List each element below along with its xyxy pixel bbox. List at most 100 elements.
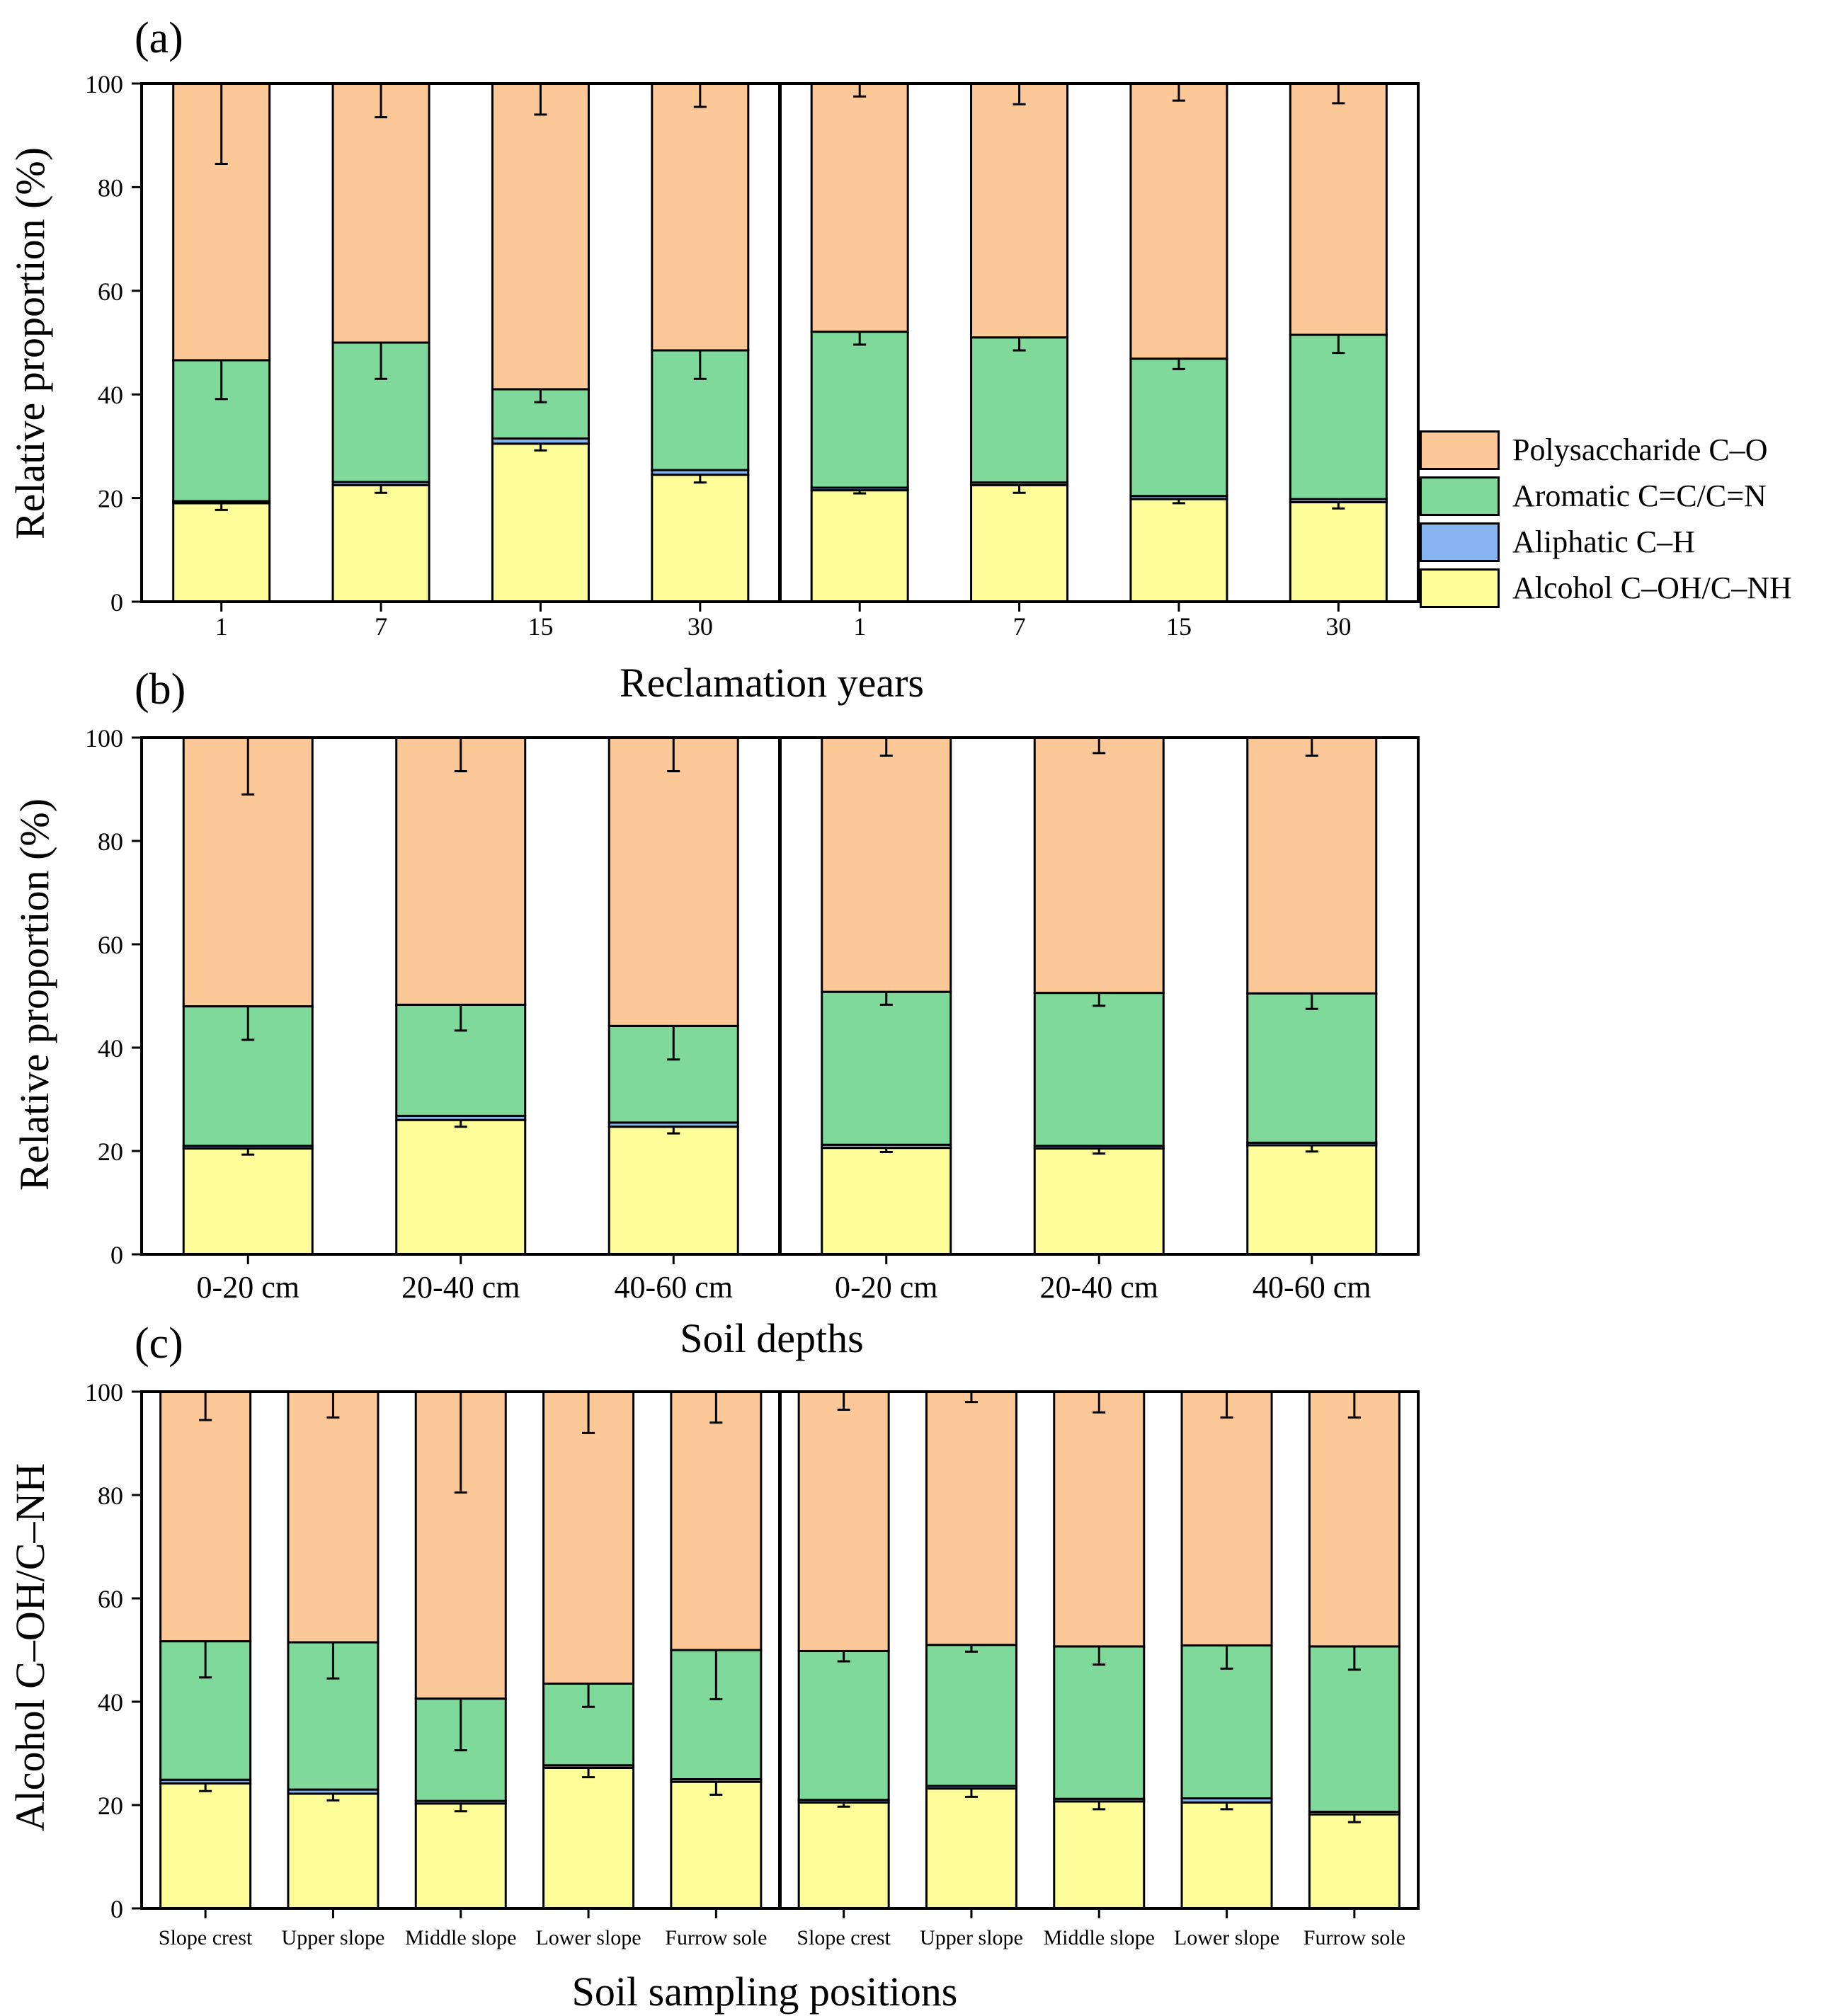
bar-segment: [1053, 1800, 1146, 1910]
y-tick-label: 80: [98, 173, 123, 202]
x-tick-label: 7: [1013, 612, 1026, 641]
bar-segment: [1180, 1801, 1273, 1910]
legend-swatch-aliphatic: [1420, 522, 1500, 562]
bar-segment: [810, 82, 909, 333]
bar-segment: [970, 336, 1069, 484]
x-tick-label: 30: [1325, 612, 1351, 641]
bar-segment: [925, 1390, 1017, 1646]
x-tick-label: 0-20 cm: [835, 1270, 937, 1305]
panel-label-c: (c): [135, 1319, 183, 1368]
x-tick-label: Lower slope: [535, 1926, 641, 1949]
x-tick-label: Middle slope: [405, 1926, 517, 1949]
y-tick-label: 20: [98, 1792, 123, 1820]
panel-a: (a) Relative proportion (%) 0 20 40 60 80 100…: [7, 14, 1420, 706]
y-tick-label: 80: [98, 1482, 123, 1510]
bar-segment: [395, 1118, 527, 1256]
x-tick-label: Lower slope: [1174, 1926, 1279, 1949]
y-tick-label: 80: [98, 827, 123, 856]
x-axis-label-b: Soil depths: [680, 1315, 863, 1361]
bar-segment: [1246, 1144, 1378, 1256]
x-tick-label: 40-60 cm: [1253, 1270, 1371, 1305]
legend-item-aromatic: Aromatic C=C/C=N: [1420, 474, 1837, 518]
x-tick-label: Upper slope: [282, 1926, 385, 1949]
x-tick-label: Middle slope: [1044, 1926, 1156, 1949]
bar-segment: [287, 1792, 380, 1910]
y-axis-label-b: Relative proportion (%): [11, 798, 57, 1191]
x-tick-label: 20-40 cm: [401, 1270, 520, 1305]
y-tick-label: 0: [110, 588, 123, 617]
x-tick-label: Furrow sole: [665, 1926, 767, 1949]
plot-frame: [140, 82, 1420, 603]
x-tick-label: 15: [1166, 612, 1192, 641]
bar-segment: [491, 442, 590, 603]
y-tick-label: 20: [98, 485, 123, 513]
y-tick-label: 40: [98, 381, 123, 409]
bar-segment: [821, 990, 952, 1146]
legend-item-aliphatic: Aliphatic C–H: [1420, 520, 1837, 564]
bar-segment: [1308, 1645, 1401, 1813]
y-tick-label: 40: [98, 1034, 123, 1063]
bar-segment: [159, 1782, 252, 1910]
legend-item-polysaccharide: Polysaccharide C–O: [1420, 428, 1837, 472]
y-tick-label: 20: [98, 1138, 123, 1166]
bar-segment: [1289, 333, 1388, 500]
bar-segment: [1033, 992, 1165, 1147]
bar-segment: [1246, 736, 1378, 995]
legend-swatch-aromatic: [1420, 476, 1500, 516]
x-tick-label: 0-20 cm: [197, 1270, 300, 1305]
bar-segment: [172, 502, 271, 603]
bar-segment: [797, 1390, 890, 1652]
bar-segment: [1129, 82, 1228, 360]
x-axis-label-c: Soil sampling positions: [572, 1969, 958, 2015]
bar-segment: [1180, 1644, 1273, 1800]
bar-segment: [542, 1766, 635, 1910]
x-tick-label: Slope crest: [159, 1926, 253, 1949]
bar-segment: [159, 1390, 252, 1643]
bar-segment: [1180, 1390, 1273, 1646]
x-tick-label: 7: [375, 612, 387, 641]
y-tick-label: 60: [98, 931, 123, 959]
x-tick-label: 20-40 cm: [1040, 1270, 1158, 1305]
bar-segment: [491, 82, 590, 391]
x-tick-label: 40-60 cm: [615, 1270, 733, 1305]
bar-segment: [651, 474, 750, 603]
bar-segment: [670, 1780, 763, 1910]
bar-segment: [1129, 357, 1228, 498]
y-tick-label: 100: [85, 70, 123, 98]
bar-segment: [810, 331, 909, 489]
panel-label-b: (b): [135, 665, 186, 714]
x-tick-label: 1: [215, 612, 228, 641]
y-tick-label: 0: [110, 1895, 123, 1923]
x-tick-label: Furrow sole: [1304, 1926, 1405, 1949]
x-tick-label: 1: [853, 612, 866, 641]
panel-c: (c) Alcohol C–OH/C–NH 0 20 40 60 80 100 Slope …: [7, 1319, 1420, 2015]
legend-label-aromatic: Aromatic C=C/C=N: [1512, 479, 1767, 513]
bar-segment: [414, 1802, 507, 1910]
bar-segment: [797, 1801, 890, 1910]
bar-segment: [1053, 1645, 1146, 1800]
bar-segment: [925, 1787, 1017, 1910]
bar-segment: [821, 1147, 952, 1256]
bar-segment: [821, 736, 952, 993]
bar-segment: [797, 1649, 890, 1802]
legend-swatch-polysaccharide: [1420, 430, 1500, 470]
legend-label-polysaccharide: Polysaccharide C–O: [1512, 433, 1768, 467]
legend-label-alcohol: Alcohol C–OH/C–NH: [1512, 571, 1792, 605]
x-tick-label: 30: [688, 612, 713, 641]
legend-swatch-alcohol: [1420, 568, 1500, 608]
panel-b: (b) Relative proportion (%) 0 20 40 60 80 100…: [11, 665, 1420, 1361]
y-axis-label-c: Alcohol C–OH/C–NH: [7, 1463, 53, 1831]
bar-segment: [608, 1126, 739, 1256]
y-tick-label: 100: [85, 724, 123, 752]
bar-segment: [1033, 736, 1165, 995]
bar-segment: [1033, 1147, 1165, 1256]
plot-frame: [140, 736, 1420, 1256]
bar-segment: [331, 483, 430, 603]
y-tick-label: 40: [98, 1688, 123, 1717]
plot-area-a: 0 20 40 60 80 100 1 7 15 30 1 7 15 30: [85, 70, 1420, 641]
bar-segment: [970, 483, 1069, 603]
bar-segment: [1308, 1390, 1401, 1648]
bar-segment: [172, 82, 271, 362]
bar-segment: [331, 82, 430, 344]
